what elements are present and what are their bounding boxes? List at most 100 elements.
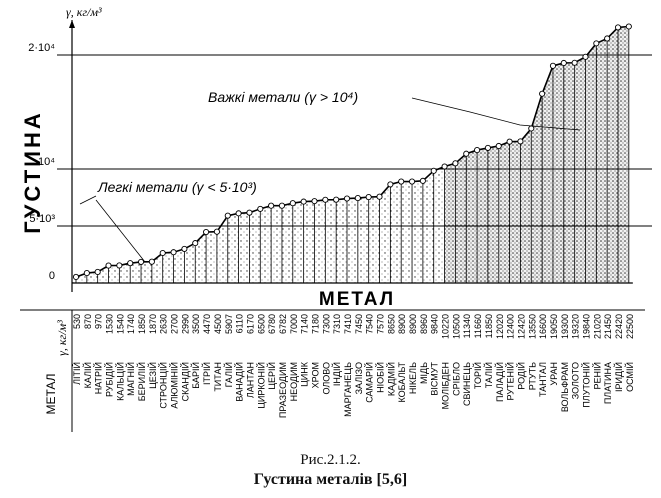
table-value-берилій: 1850 (137, 314, 147, 334)
y-unit-label: γ, кг/м³ (66, 5, 102, 19)
y-tick-label-0: 0 (49, 270, 55, 282)
point-ванадій (235, 210, 242, 217)
table-name-самарій: САМАРІЙ (364, 362, 375, 403)
point-вісмут (430, 167, 437, 174)
table-value-натрій: 970 (94, 314, 104, 329)
table-value-цинк: 7140 (300, 314, 310, 334)
table-value-паладій: 12020 (495, 314, 505, 339)
figure-number: Рис.2.1.2. (300, 452, 361, 468)
point-паладій (495, 142, 502, 150)
table-value-лантан: 6170 (245, 314, 255, 334)
table-name-свинець: СВИНЕЦЬ (462, 362, 472, 406)
light-metals-annotation: Легкі метали (γ < 5·10³) (97, 179, 257, 195)
table-name-лантан: ЛАНТАН (245, 362, 255, 398)
table-name-кадмій: КАДМІЙ (385, 362, 396, 396)
chart-fills (72, 26, 629, 283)
table-name-реній: РЕНІЙ (591, 362, 602, 389)
point-плутоній (582, 53, 589, 60)
table-value-header: γ, кг/м³ (55, 320, 69, 356)
chart-labels: γ, кг/м³ ГУСТИНА МЕТАЛ Важкі метали (γ > 10… (20, 5, 581, 310)
point-неодим (289, 200, 296, 207)
table-name-паладій: ПАЛАДІЙ (494, 362, 505, 402)
table-name-ітрій: ІТРІЙ (201, 362, 212, 385)
point-нікель (408, 178, 416, 185)
value-table: γ, кг/м³ МЕТАЛ 530 ЛІТІЙ 870 КАЛІЙ 970 НАТРІЙ 15… (20, 309, 645, 432)
table-name-алюміній: АЛЮМІНІЙ (169, 362, 180, 409)
table-value-вісмут: 9840 (430, 314, 440, 334)
point-самарій (365, 193, 372, 201)
table-value-плутоній: 19840 (581, 314, 591, 339)
point-титан (213, 228, 220, 235)
table-value-мідь: 8960 (419, 314, 429, 334)
point-алюміній (170, 249, 177, 256)
table-name-церій: ЦЕРІЙ (266, 362, 277, 390)
point-рубідій (105, 262, 112, 269)
table-name-кальцій: КАЛЬЦІЙ (114, 362, 125, 401)
table-value-ітрій: 4470 (202, 314, 212, 334)
table-name-натрій: НАТРІЙ (93, 362, 104, 394)
point-тантал (539, 90, 546, 97)
table-value-цирконій: 6500 (256, 314, 266, 334)
table-value-кобальт: 8900 (397, 314, 407, 334)
point-кобальт (398, 178, 405, 185)
table-value-калій: 870 (83, 314, 93, 329)
table-value-титан: 4500 (213, 314, 223, 334)
point-родій (517, 138, 524, 145)
table-name-платина: ПЛАТИНА (603, 362, 613, 404)
point-скандій (181, 245, 188, 252)
point-галій (224, 212, 231, 219)
point-натрій (94, 268, 101, 275)
table-name-вісмут: ВІСМУТ (430, 362, 440, 396)
table-name-галій: ГАЛІЙ (223, 362, 234, 387)
table-name-калій: КАЛІЙ (82, 362, 93, 388)
table-name-хром: ХРОМ (310, 362, 320, 388)
point-цирконій (257, 205, 264, 212)
table-value-галій: 5907 (224, 314, 234, 334)
table-value-самарій: 7540 (365, 314, 375, 334)
table-value-уран: 19050 (549, 314, 559, 339)
table-name-header: МЕТАЛ (44, 373, 58, 414)
table-value-алюміній: 2700 (170, 314, 180, 334)
table-name-олово: ОЛОВО (321, 362, 331, 395)
table-name-ванадій: ВАНАДІЙ (234, 362, 245, 402)
chart-axes: 0 5·10³ 10⁴ 2·10⁴ (28, 20, 652, 292)
table-value-кальцій: 1540 (115, 314, 125, 334)
point-кадмій (387, 181, 394, 188)
table-value-хром: 7180 (310, 314, 320, 334)
table-value-рубідій: 1530 (105, 314, 115, 334)
point-талій (484, 144, 491, 151)
table-name-рутеній: РУТЕНІЙ (505, 362, 516, 401)
point-хром (311, 198, 318, 205)
table-value-реній: 21020 (592, 314, 602, 339)
table-name-індій: ІНДІЙ (331, 362, 342, 386)
point-цезій (148, 258, 155, 265)
table-value-срібло: 10500 (451, 314, 461, 339)
point-берилій (137, 258, 145, 265)
heavy-metals-annotation: Важкі метали (γ > 10⁴) (208, 89, 358, 105)
table-name-плутоній: ПЛУТОНІЙ (580, 362, 591, 408)
table-name-магній: МАГНІЙ (125, 362, 136, 396)
table-value-стронцій: 2630 (159, 314, 169, 334)
light-annotation-leader-2 (95, 199, 146, 263)
table-value-барій: 3500 (191, 314, 201, 334)
table-name-цинк: ЦИНК (300, 361, 310, 387)
point-марганець (343, 195, 351, 202)
light-annotation-leader-1 (79, 195, 97, 205)
table-value-марганець: 7410 (343, 314, 353, 334)
point-стронцій (159, 249, 166, 257)
table-value-рутеній: 12400 (506, 314, 516, 339)
point-торій (474, 147, 481, 154)
table-value-іридій: 22420 (614, 314, 624, 339)
table-name-барій: БАРІЙ (190, 362, 201, 389)
point-цинк (300, 198, 307, 205)
table-value-талій: 11850 (484, 314, 494, 338)
y-axis-title: ГУСТИНА (20, 110, 45, 234)
point-олово (322, 196, 329, 203)
table-name-рубідій: РУБІДІЙ (104, 362, 115, 397)
figure-title: Густина металів [5,6] (253, 471, 408, 488)
point-золото (571, 59, 578, 66)
y-tick-label-1: 5·10³ (29, 213, 55, 225)
point-літій (72, 273, 80, 281)
table-name-торій: ТОРІЙ (472, 362, 483, 389)
